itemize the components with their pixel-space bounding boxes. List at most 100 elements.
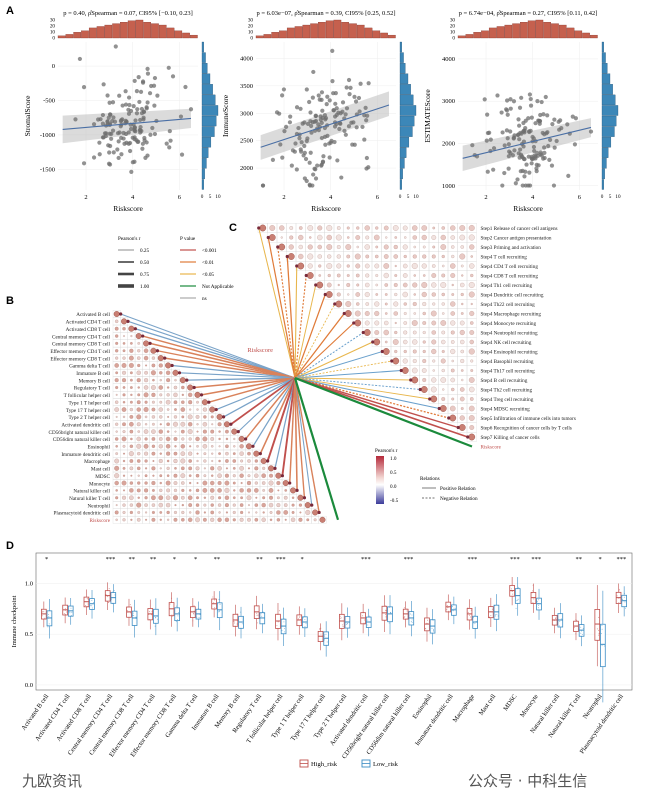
row-label: Gamma delta T cell	[69, 364, 110, 370]
link-end	[456, 425, 460, 430]
corr-marker	[129, 488, 134, 493]
box-jitter	[212, 596, 214, 598]
corr-marker	[151, 392, 156, 397]
scatter-point	[572, 142, 578, 147]
box-jitter	[488, 616, 490, 618]
corr-marker	[451, 387, 455, 392]
corr-marker	[307, 244, 313, 250]
row-label: Regulatory T cell	[74, 386, 111, 392]
diag-marker	[275, 472, 282, 479]
top-hist-bar	[488, 27, 497, 39]
corr-marker	[254, 481, 258, 485]
right-hist-bar	[201, 84, 213, 95]
corr-marker	[130, 393, 133, 396]
top-hist-bar	[120, 22, 128, 39]
scatter-point	[282, 129, 287, 134]
box-jitter	[467, 607, 469, 609]
corr-marker	[432, 226, 436, 230]
box-jitter	[304, 619, 306, 621]
scatter-point	[149, 83, 154, 89]
scatter-point	[126, 95, 132, 100]
corr-marker	[137, 386, 140, 389]
corr-marker	[166, 451, 171, 456]
corr-marker	[450, 330, 455, 335]
corr-marker	[459, 225, 466, 231]
box-jitter	[112, 603, 114, 605]
corr-marker	[137, 511, 141, 514]
corr-marker	[145, 518, 148, 521]
corr-marker	[441, 254, 445, 259]
scatter-point	[506, 166, 511, 171]
scatter-point	[552, 145, 557, 150]
risk-link	[186, 377, 296, 381]
scatter-point	[318, 117, 323, 122]
scatter-point	[556, 119, 561, 124]
corr-marker	[137, 496, 140, 499]
box-jitter	[575, 619, 577, 621]
scatter-point	[294, 105, 300, 110]
scatter-point	[328, 140, 333, 145]
corr-marker	[412, 235, 417, 240]
scatter-point	[515, 177, 520, 182]
corr-marker	[174, 504, 177, 507]
corr-marker	[375, 245, 379, 249]
corr-marker	[375, 283, 379, 287]
box-jitter	[236, 619, 238, 621]
scatter-point	[309, 130, 314, 135]
box-jitter	[469, 616, 471, 618]
scatter-point	[319, 120, 324, 126]
corr-marker	[277, 489, 280, 492]
corr-marker	[469, 397, 474, 401]
box-jitter	[277, 613, 279, 615]
corr-marker	[181, 466, 185, 471]
box-jitter	[345, 623, 347, 625]
corr-marker	[114, 437, 119, 441]
right-hist-bar	[201, 158, 207, 169]
corr-marker	[210, 445, 214, 448]
scatter-point	[541, 112, 546, 117]
corr-marker	[318, 264, 322, 268]
box-jitter	[474, 623, 476, 625]
corr-marker	[121, 480, 127, 486]
y-tick-label: -1500	[40, 166, 55, 173]
corr-marker	[203, 496, 207, 499]
scatter-point	[516, 132, 521, 137]
box-jitter	[171, 597, 173, 599]
corr-marker	[151, 517, 156, 522]
box-jitter	[43, 611, 45, 613]
scatter-point	[81, 161, 87, 166]
corr-marker	[451, 254, 455, 259]
corr-marker	[413, 274, 416, 277]
scatter-point	[349, 120, 354, 125]
box-jitter	[177, 615, 179, 617]
corr-marker	[151, 444, 156, 448]
diag-marker	[150, 347, 157, 354]
box-jitter	[233, 622, 235, 624]
row-label: Riskscore	[481, 445, 502, 451]
x-tick-label: 6	[376, 194, 380, 201]
corr-marker	[313, 518, 317, 522]
link-end	[251, 444, 255, 448]
corr-marker	[173, 488, 178, 492]
diag-marker	[420, 386, 428, 393]
top-hist-bar	[65, 34, 74, 39]
scatter-point	[342, 128, 347, 133]
corr-marker	[173, 458, 178, 464]
legend-p-value: <0.001	[202, 248, 217, 254]
scatter-point	[270, 157, 276, 162]
corr-marker	[468, 291, 475, 298]
corr-marker	[122, 503, 126, 507]
right-hist-bar	[399, 41, 402, 53]
scatter-stromal: p = 0.40, ρ̂Spearman = 0.07, CI95% [−0.1…	[23, 10, 221, 213]
diag-marker	[172, 369, 179, 376]
corr-marker	[374, 330, 380, 335]
corr-marker	[217, 517, 222, 522]
corr-marker	[129, 481, 134, 485]
corr-marker	[159, 511, 163, 514]
corr-marker	[172, 495, 178, 501]
row-label: Step4 Macrophage recruiting	[481, 312, 542, 318]
corr-marker	[151, 437, 156, 441]
risk-link	[120, 313, 296, 379]
right-hist-bar	[201, 52, 206, 63]
scatter-point	[332, 114, 338, 119]
